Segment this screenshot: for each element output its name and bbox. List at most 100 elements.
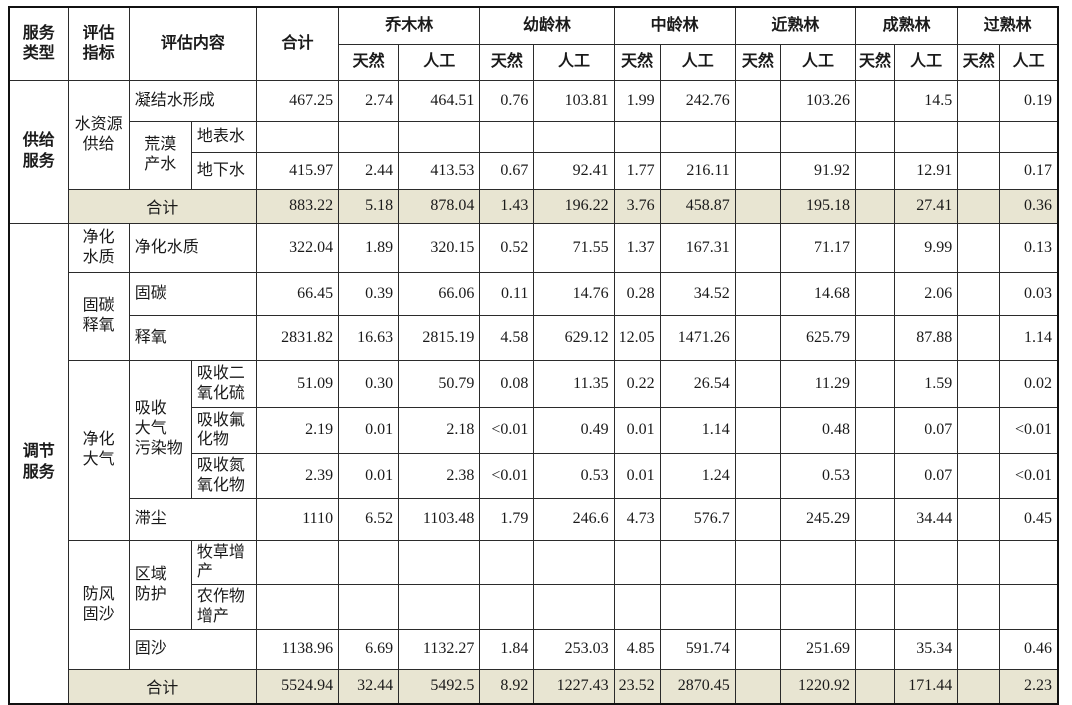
value-cell: 2815.19 (398, 314, 481, 361)
value-cell: 1103.48 (398, 497, 481, 541)
value-cell (734, 583, 781, 630)
value-cell: 12.05 (613, 314, 661, 361)
header-middle-aged-forest: 中龄林 (613, 6, 736, 45)
content-dust-retention: 滞尘 (128, 497, 257, 541)
indicator-absorb-pollutants: 吸收 大气 污染物 (128, 359, 192, 499)
value-cell: 51.09 (255, 359, 340, 408)
header-overmature-forest: 过熟林 (957, 6, 1059, 45)
value-cell: 32.44 (338, 668, 400, 705)
header-natural: 天然 (734, 43, 781, 81)
value-cell (734, 314, 781, 361)
value-cell (398, 583, 481, 630)
value-cell: 0.02 (999, 359, 1059, 408)
value-cell: 2.44 (338, 151, 400, 190)
value-cell (855, 539, 896, 585)
value-cell (957, 314, 1001, 361)
indicator-regional-protection: 区域 防护 (128, 539, 192, 630)
value-cell: 27.41 (894, 188, 959, 224)
value-cell: 0.01 (613, 406, 661, 454)
value-cell (734, 222, 781, 273)
value-cell: 1.14 (999, 314, 1059, 361)
value-cell: 0.45 (999, 497, 1059, 541)
value-cell (734, 79, 781, 122)
header-artificial: 人工 (779, 43, 857, 81)
value-cell: 0.22 (613, 359, 661, 408)
value-cell (855, 628, 896, 670)
value-cell: 171.44 (894, 668, 959, 705)
value-cell: 883.22 (255, 188, 340, 224)
value-cell: 1.43 (479, 188, 535, 224)
value-cell: <0.01 (999, 406, 1059, 454)
value-cell (659, 583, 736, 630)
value-cell: 0.17 (999, 151, 1059, 190)
header-row-subcolumns: 天然 人工 天然 人工 天然 人工 天然 人工 天然 人工 天然 人工 (9, 43, 1059, 81)
value-cell: 576.7 (659, 497, 736, 541)
header-artificial: 人工 (398, 43, 481, 81)
value-cell: 26.54 (659, 359, 736, 408)
value-cell (894, 539, 959, 585)
header-natural: 天然 (338, 43, 400, 81)
value-cell: 413.53 (398, 151, 481, 190)
value-cell: 2.23 (999, 668, 1059, 705)
value-cell (613, 120, 661, 153)
indicator-windbreak-sand: 防风 固沙 (67, 539, 130, 670)
table-row: 固碳 释氧 固碳 66.45 0.39 66.06 0.11 14.76 0.2… (9, 271, 1059, 361)
value-cell: 167.31 (659, 222, 736, 273)
value-cell: 1.59 (894, 359, 959, 408)
value-cell (957, 668, 1001, 705)
value-cell: 0.08 (479, 359, 535, 408)
header-service-type: 服务 类型 (8, 6, 69, 81)
content-forage-increase: 牧草增 产 (190, 539, 257, 585)
content-ground-water: 地下水 (190, 151, 257, 190)
value-cell: <0.01 (999, 452, 1059, 499)
value-cell: 0.01 (613, 452, 661, 499)
value-cell: 0.49 (533, 406, 615, 454)
value-cell (734, 120, 781, 153)
table-row: 荒漠 产水 地表水 (9, 120, 1059, 190)
value-cell: 320.15 (398, 222, 481, 273)
total-label-supply: 合计 (67, 188, 257, 224)
value-cell (957, 583, 1001, 630)
value-cell (957, 79, 1001, 122)
value-cell (957, 120, 1001, 153)
value-cell (855, 79, 896, 122)
value-cell (479, 539, 535, 585)
value-cell: 1.89 (338, 222, 400, 273)
value-cell (338, 120, 400, 153)
content-absorb-fluoride: 吸收氟 化物 (190, 406, 257, 454)
value-cell (734, 539, 781, 585)
value-cell: 242.76 (659, 79, 736, 122)
value-cell: 66.06 (398, 271, 481, 316)
value-cell: 0.03 (999, 271, 1059, 316)
table-row: 吸收氮 氧化物 2.39 0.01 2.38 <0.01 0.53 0.01 1… (9, 452, 1059, 499)
value-cell: 4.58 (479, 314, 535, 361)
content-surface-water: 地表水 (190, 120, 257, 153)
value-cell (779, 583, 857, 630)
value-cell: 1132.27 (398, 628, 481, 670)
value-cell (779, 120, 857, 153)
content-absorb-nox: 吸收氮 氧化物 (190, 452, 257, 499)
value-cell (957, 497, 1001, 541)
value-cell (338, 539, 400, 585)
table-row: 防风 固沙 区域 防护 牧草增 产 (9, 539, 1059, 670)
value-cell: 467.25 (255, 79, 340, 122)
value-cell (734, 452, 781, 499)
value-cell (957, 406, 1001, 454)
value-cell: 34.52 (659, 271, 736, 316)
value-cell: 245.29 (779, 497, 857, 541)
value-cell (613, 539, 661, 585)
value-cell (479, 120, 535, 153)
value-cell (338, 583, 400, 630)
value-cell (957, 188, 1001, 224)
value-cell: 2.18 (398, 406, 481, 454)
value-cell: 253.03 (533, 628, 615, 670)
content-condensation-water: 凝结水形成 (128, 79, 257, 122)
value-cell: 0.36 (999, 188, 1059, 224)
value-cell: 2.74 (338, 79, 400, 122)
value-cell (533, 583, 615, 630)
content-oxygen-release: 释氧 (128, 314, 257, 361)
value-cell: 6.69 (338, 628, 400, 670)
value-cell: 458.87 (659, 188, 736, 224)
value-cell (734, 406, 781, 454)
value-cell: 0.76 (479, 79, 535, 122)
